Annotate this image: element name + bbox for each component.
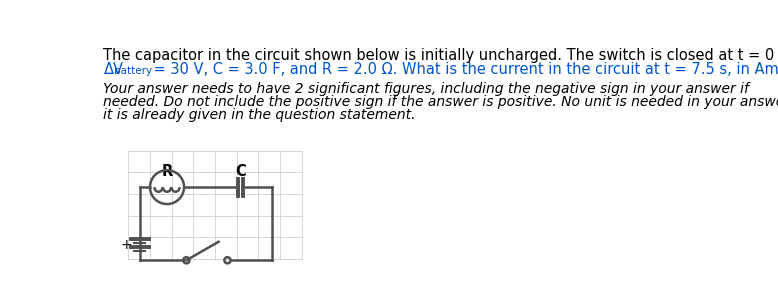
Text: +: + [120, 238, 131, 252]
Text: needed. Do not include the positive sign if the answer is positive. No unit is n: needed. Do not include the positive sign… [103, 95, 778, 109]
Text: it is already given in the question statement.: it is already given in the question stat… [103, 108, 416, 122]
Text: = 30 V, C = 3.0 F, and R = 2.0 Ω. What is the current in the circuit at t = 7.5 : = 30 V, C = 3.0 F, and R = 2.0 Ω. What i… [149, 62, 778, 77]
Text: C: C [235, 164, 246, 179]
Text: battery: battery [114, 66, 152, 76]
Text: The capacitor in the circuit shown below is initially uncharged. The switch is c: The capacitor in the circuit shown below… [103, 48, 778, 63]
Text: ΔV: ΔV [103, 62, 124, 77]
Text: R: R [161, 164, 173, 179]
Text: Your answer needs to have 2 significant figures, including the negative sign in : Your answer needs to have 2 significant … [103, 82, 749, 95]
